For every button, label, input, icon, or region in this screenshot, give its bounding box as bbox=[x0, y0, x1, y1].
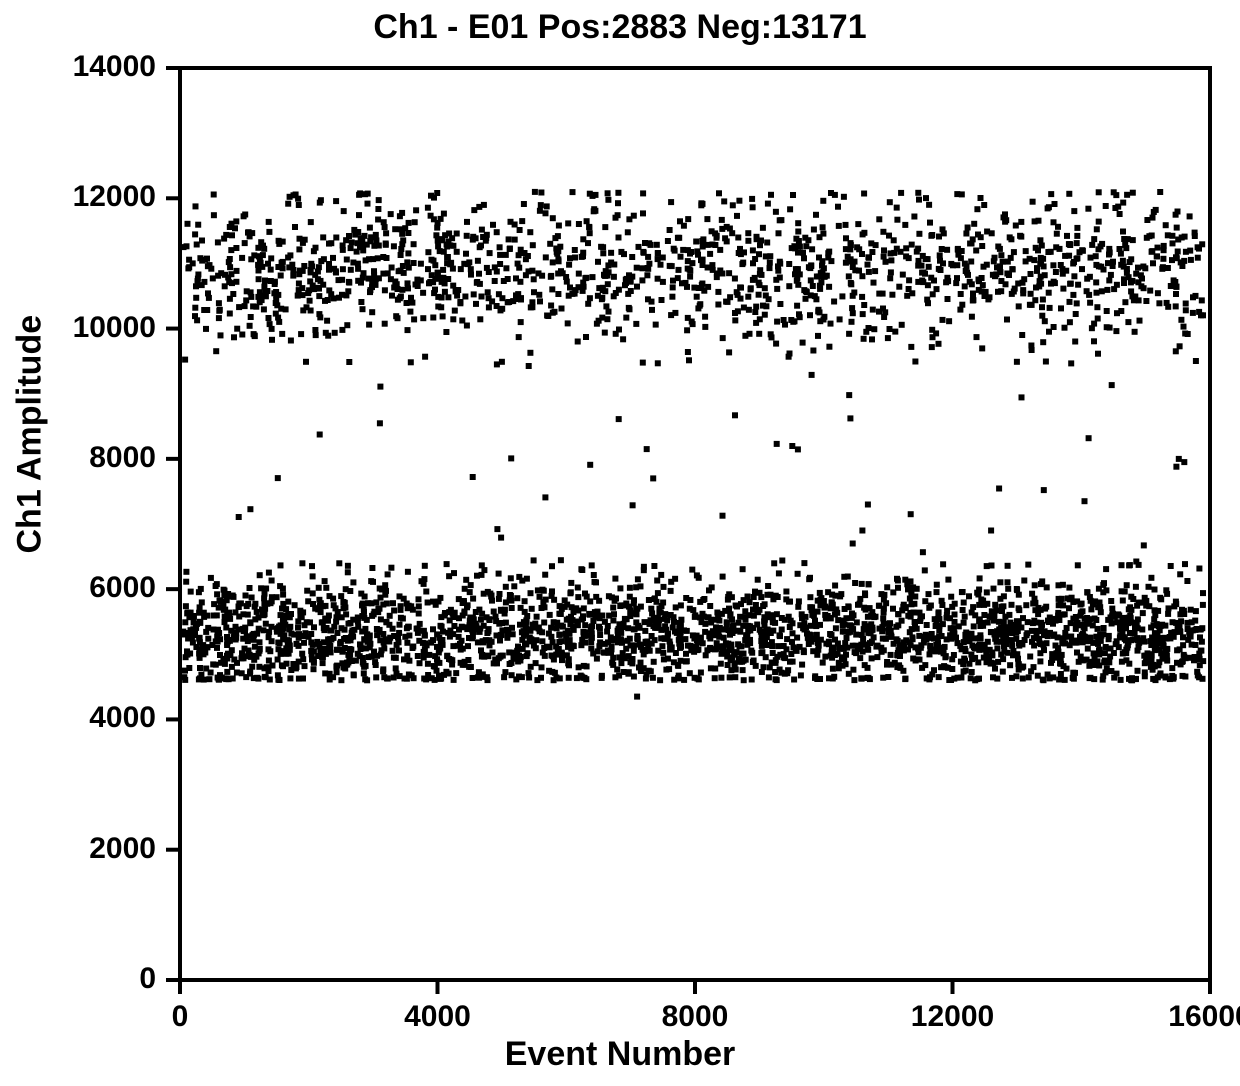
x-tick-label: 12000 bbox=[911, 1000, 994, 1034]
scatter-points bbox=[180, 189, 1206, 700]
y-tick-label: 4000 bbox=[0, 701, 156, 735]
y-tick-label: 12000 bbox=[0, 180, 156, 214]
x-tick-label: 16000 bbox=[1168, 1000, 1240, 1034]
y-tick-label: 2000 bbox=[0, 832, 156, 866]
y-tick-label: 0 bbox=[0, 962, 156, 996]
x-tick-label: 8000 bbox=[662, 1000, 729, 1034]
x-tick-label: 0 bbox=[172, 1000, 189, 1034]
y-tick-label: 14000 bbox=[0, 50, 156, 84]
y-tick-label: 10000 bbox=[0, 311, 156, 345]
chart-canvas bbox=[0, 0, 1240, 1086]
scatter-chart: Ch1 - E01 Pos:2883 Neg:13171 Ch1 Amplitu… bbox=[0, 0, 1240, 1086]
y-tick-label: 6000 bbox=[0, 571, 156, 605]
y-tick-label: 8000 bbox=[0, 441, 156, 475]
x-tick-label: 4000 bbox=[404, 1000, 471, 1034]
